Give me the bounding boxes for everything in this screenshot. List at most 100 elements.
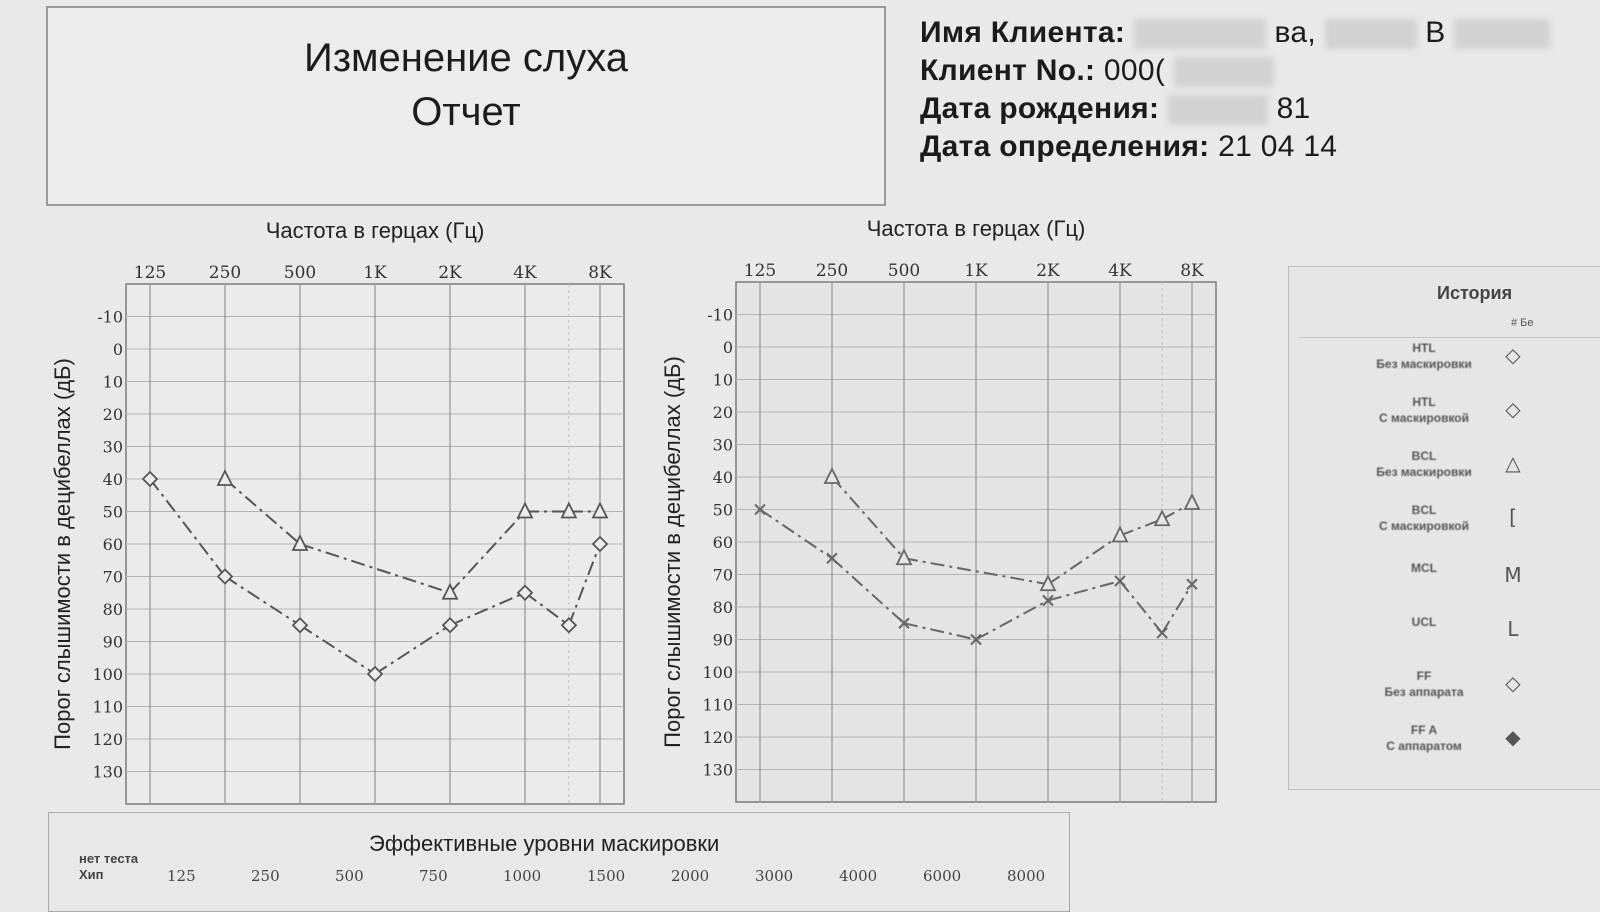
y-tick-label: 100 (92, 665, 123, 684)
series-line-segment (831, 557, 905, 624)
legend-panel: История # Бе HTL Без маскировки ◇ HTL С маск… (1288, 266, 1600, 790)
legend-item: FF Без аппарата ◇ (1289, 665, 1600, 715)
masking-frequency: 2000 (671, 867, 710, 885)
legend-divider (1299, 337, 1600, 338)
series-line-segment (1119, 518, 1163, 537)
legend-item-sublabel: С маскировкой (1378, 519, 1470, 533)
y-tick-label: 10 (713, 371, 733, 390)
report-title-box: Изменение слуха Отчет (46, 6, 886, 206)
x-tick-label: 250 (209, 263, 241, 283)
masking-frequency: 8000 (1007, 867, 1046, 885)
y-tick-label: 120 (702, 728, 733, 747)
masking-frequency: 1000 (503, 867, 542, 885)
bracket-icon: [ (1509, 505, 1517, 529)
data-point-triangle (560, 501, 578, 519)
y-tick-label: 110 (92, 698, 123, 717)
client-number-label: Клиент No.: (920, 54, 1096, 87)
series-line-segment (149, 478, 226, 578)
data-point-triangle (1183, 492, 1201, 510)
legend-item-sublabel: С аппаратом (1386, 739, 1462, 753)
y-tick-label: 20 (713, 403, 733, 422)
triangle-icon: △ (1505, 451, 1521, 475)
data-point-triangle (216, 468, 234, 486)
legend-title: История (1437, 283, 1513, 303)
legend-item-sublabel: С маскировкой (1378, 411, 1470, 425)
y-tick-label: 50 (103, 503, 123, 522)
redacted-block (1173, 57, 1274, 88)
series-line-segment (903, 557, 1049, 586)
no-test-label: нет теста (79, 851, 139, 866)
x-tick-label: 2K (1036, 261, 1060, 281)
masking-title: Эффективные уровни маскировки (369, 831, 720, 856)
data-point-diamond (216, 568, 234, 585)
legend-item: HTL Без маскировки ◇ (1289, 337, 1600, 387)
data-point-triangle (591, 501, 609, 519)
diamond-icon: ◇ (1505, 671, 1521, 695)
masking-frequency: 1500 (587, 867, 626, 885)
y-tick-label: 100 (702, 663, 733, 682)
data-point-x (754, 503, 766, 516)
y-tick-label: 30 (103, 438, 123, 457)
legend-item-label: FF (1416, 669, 1432, 683)
x-tick-label: 1K (964, 261, 988, 281)
series-line-segment (224, 575, 301, 627)
x-tick-label: 125 (744, 261, 776, 281)
masking-levels-box: Эффективные уровни маскировки нет теста … (48, 812, 1070, 912)
series-line-segment (374, 624, 451, 675)
client-number-value: 000( (1103, 54, 1166, 87)
audiogram-left-svg: Частота в герцах (Гц) Порог слышимости в … (50, 218, 625, 805)
y-tick-label: 90 (713, 631, 733, 650)
data-point-x (970, 633, 982, 646)
legend-item-label: HTL (1412, 395, 1436, 409)
birth-date-value: 81 (1276, 92, 1311, 125)
y-tick-label: 30 (713, 436, 733, 455)
test-date-label: Дата определения: (920, 130, 1210, 163)
y-tick-label: 70 (713, 566, 733, 585)
x-tick-label: 8K (588, 263, 612, 283)
client-name-fragment: В (1425, 16, 1446, 49)
report-subtitle: Отчет (411, 90, 521, 134)
x-tick-label: 4K (1108, 261, 1132, 281)
report-title: Изменение слуха (303, 36, 629, 80)
y-tick-label: 20 (103, 405, 123, 424)
data-point-x (898, 617, 910, 629)
series-line-segment (1119, 580, 1163, 634)
series-line-segment (524, 591, 570, 627)
y-axis-title: Порог слышимости в децибеллах (дБ) (660, 356, 685, 748)
x-tick-label: 500 (284, 263, 316, 283)
data-point-diamond (366, 665, 384, 683)
series-line-segment (1161, 583, 1193, 634)
x-tick-label: 250 (816, 261, 848, 281)
masking-frequency: 125 (167, 867, 196, 885)
y-tick-label: 40 (103, 470, 123, 489)
data-point-triangle (291, 533, 309, 551)
legend-item: MCL M (1289, 557, 1600, 607)
diamond-icon: ◇ (1505, 343, 1521, 367)
legend-item-label: BCL (1411, 449, 1437, 463)
legend-item: BCL Без маскировки △ (1289, 445, 1600, 495)
x-axis-title: Частота в герцах (Гц) (867, 216, 1086, 241)
data-point-triangle (895, 548, 913, 566)
data-point-diamond (441, 616, 459, 634)
y-tick-label: 120 (92, 730, 123, 749)
redacted-block (1167, 95, 1268, 126)
redacted-block (1454, 19, 1551, 50)
y-tick-label: 10 (103, 373, 123, 392)
y-tick-label: 130 (92, 763, 123, 782)
birth-date-row: Дата рождения: 81 (920, 90, 1550, 128)
data-point-triangle (516, 501, 534, 519)
data-point-x (1156, 627, 1168, 639)
y-tick-label: 60 (713, 533, 733, 552)
audiogram-left: Частота в герцах (Гц) Порог слышимости в … (46, 216, 646, 812)
data-point-x (1186, 578, 1198, 590)
client-name-fragment: ва, (1274, 16, 1316, 49)
masking-frequency: 6000 (923, 867, 962, 885)
l-letter-icon: L (1507, 617, 1519, 641)
data-point-x (826, 552, 838, 564)
m-letter-icon: M (1504, 563, 1522, 587)
series-line-segment (975, 599, 1049, 641)
client-name-row: Имя Клиента: ва, В (920, 14, 1551, 52)
legend-item: HTL С маскировкой ◇ (1289, 391, 1600, 441)
legend-item-label: BCL (1411, 503, 1437, 517)
series-line-segment (449, 510, 526, 594)
